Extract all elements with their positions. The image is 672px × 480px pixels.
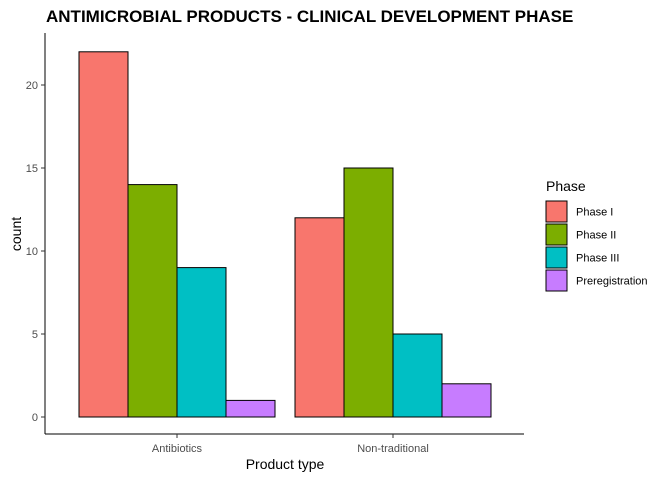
x-tick-label: Non-traditional	[357, 443, 429, 455]
legend-key-phase-iii	[545, 246, 568, 269]
bar-non-traditional-phase-iii	[392, 333, 443, 418]
bar-antibiotics-phase-i	[78, 51, 129, 418]
legend-label-preregistration: Preregistration	[576, 276, 648, 288]
legend: Phase Phase I Phase II Phase III Preregistr…	[545, 178, 648, 292]
legend-label-phase-iii: Phase III	[576, 253, 619, 265]
x-axis-ticks: Antibiotics Non-traditional	[152, 434, 429, 455]
y-tick-label: 0	[32, 412, 38, 424]
y-axis-title: count	[8, 217, 24, 251]
bar-antibiotics-phase-ii	[127, 184, 178, 418]
legend-key-preregistration	[545, 269, 568, 292]
bar-antibiotics-preregistration	[225, 399, 276, 418]
y-axis-ticks: 0 5 10 15 20	[26, 80, 45, 424]
chart-title: ANTIMICROBIAL PRODUCTS - CLINICAL DEVELO…	[46, 7, 573, 26]
legend-key-phase-ii	[545, 223, 568, 246]
legend-title: Phase	[546, 178, 586, 194]
legend-key-phase-i	[545, 200, 568, 223]
bar-non-traditional-phase-ii	[343, 167, 394, 418]
bar-antibiotics-phase-iii	[176, 267, 227, 418]
legend-label-phase-ii: Phase II	[576, 230, 616, 242]
plot-area	[78, 51, 492, 418]
legend-label-phase-i: Phase I	[576, 207, 613, 219]
legend-items: Phase I Phase II Phase III Preregistration	[545, 200, 648, 292]
y-tick-label: 5	[32, 329, 38, 341]
x-axis-title: Product type	[246, 456, 325, 472]
bar-non-traditional-preregistration	[441, 383, 492, 418]
x-tick-label: Antibiotics	[152, 443, 203, 455]
y-tick-label: 15	[26, 163, 38, 175]
y-tick-label: 10	[26, 246, 38, 258]
y-tick-label: 20	[26, 80, 38, 92]
bar-non-traditional-phase-i	[294, 217, 345, 418]
